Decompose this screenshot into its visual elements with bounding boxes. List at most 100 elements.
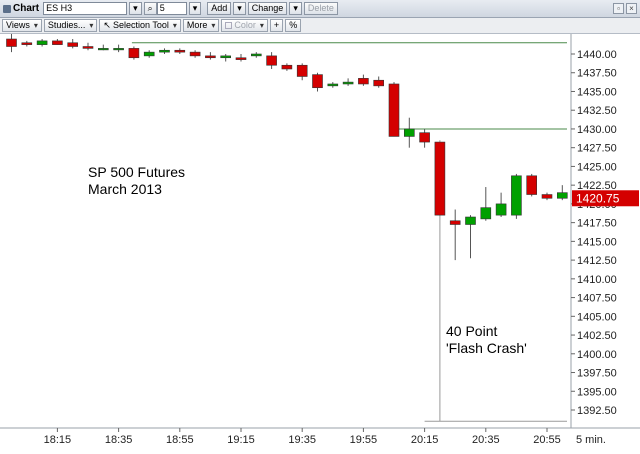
candle (174, 48, 186, 54)
add-button[interactable]: Add (207, 2, 232, 15)
chart-background (0, 34, 640, 454)
price-tick-label: 1397.50 (577, 368, 617, 380)
symbol-input[interactable]: ES H3 (43, 2, 128, 15)
candle-body-down (21, 42, 33, 45)
change-dropdown-button[interactable]: ▾ (289, 2, 302, 15)
candle-body-down (541, 194, 553, 199)
price-tick-label: 1415.00 (577, 236, 617, 248)
pointer-icon: ↖ (103, 20, 111, 30)
candle-body-down (281, 64, 293, 70)
delete-button-label: Delete (307, 3, 334, 13)
candle (342, 78, 354, 86)
candle (434, 140, 446, 422)
chevron-down-icon: ▾ (237, 3, 242, 13)
close-icon[interactable]: × (626, 3, 637, 14)
crosshair-icon: + (273, 20, 280, 30)
candle (358, 74, 369, 86)
candle (327, 82, 339, 88)
candle (556, 185, 568, 201)
price-tick-label: 1412.50 (577, 255, 617, 267)
chevron-down-icon: ▾ (293, 3, 298, 13)
candle (312, 72, 323, 92)
price-tick-label: 1410.00 (577, 274, 617, 286)
time-tick-label: 20:55 (533, 434, 561, 446)
interval-search-button[interactable]: ⌕ (143, 2, 157, 15)
time-tick-label: 18:35 (105, 434, 133, 446)
candle (6, 34, 17, 53)
candle-body-down (205, 55, 216, 59)
candle (296, 63, 308, 81)
symbol-dropdown-button[interactable]: ▾ (129, 2, 142, 15)
time-tick-label: 19:55 (350, 434, 378, 446)
chart-toolbar: Views Studies... ↖Selection Tool More Co… (0, 18, 640, 34)
price-tick-label: 1430.00 (577, 124, 617, 136)
chart-window-icon (3, 4, 11, 13)
candle (251, 52, 262, 58)
last-price-box (572, 190, 639, 207)
candle-body-down (419, 132, 430, 143)
candle-body-down (373, 79, 385, 87)
time-axis[interactable]: 18:15 18:35 18:55 19:15 19:35 19:55 20:15 20:35… (44, 428, 606, 446)
price-tick-label: 1432.50 (577, 105, 617, 117)
interval-dropdown-button[interactable]: ▾ (188, 2, 202, 15)
percent-icon: % (289, 20, 298, 30)
change-button[interactable]: Change (247, 2, 288, 15)
candle-body-up (159, 49, 170, 53)
candle (113, 44, 124, 53)
interval-input[interactable]: 5 (156, 2, 187, 15)
selection-tool-label: Selection Tool (112, 20, 169, 30)
candle-body-up (113, 48, 124, 51)
candle-body-down (526, 175, 538, 195)
price-tick-label: 1395.00 (577, 386, 617, 398)
selection-tool-button[interactable]: ↖ Selection Tool (99, 19, 181, 32)
plot-lines (0, 34, 640, 429)
candlestick-chart[interactable]: 1392.50 1395.00 1397.50 1400.00 1402.50 1405.… (0, 34, 640, 454)
color-button[interactable]: Color (221, 19, 268, 32)
candle-body-up (98, 48, 109, 51)
candle-body-down (266, 55, 277, 66)
studies-label: Studies... (47, 20, 86, 30)
candle-body-up (342, 81, 354, 85)
candle (266, 52, 277, 69)
add-button-label: Add (211, 3, 228, 13)
candle-body-down (6, 38, 17, 47)
more-button[interactable]: More (182, 19, 220, 32)
candle (419, 128, 430, 148)
candle-body-up (465, 216, 476, 225)
candle (511, 173, 522, 219)
price-tick-label: 1405.00 (577, 311, 617, 323)
price-tick-label: 1417.50 (577, 218, 617, 230)
studies-button[interactable]: Studies... (43, 19, 98, 32)
candle-body-up (220, 55, 231, 59)
crosshair-button[interactable]: + (269, 19, 284, 32)
candle (373, 76, 385, 88)
add-dropdown-button[interactable]: ▾ (233, 2, 246, 15)
candle-body-down (82, 46, 94, 49)
price-axis[interactable]: 1392.50 1395.00 1397.50 1400.00 1402.50 1405.… (571, 49, 617, 417)
delete-button[interactable]: Delete (303, 2, 338, 15)
views-button[interactable]: Views (2, 19, 42, 32)
candle-body-down (52, 40, 63, 45)
candle (480, 187, 492, 221)
candle (220, 54, 231, 62)
price-tick-label: 1435.00 (577, 86, 617, 98)
candle-body-down (312, 74, 323, 89)
price-tick-label: 1425.00 (577, 161, 617, 173)
candle-body-up (511, 175, 522, 216)
price-tick-label: 1427.50 (577, 143, 617, 155)
candle (67, 39, 78, 49)
restore-icon[interactable]: ▫ (613, 3, 624, 14)
candle-body-down (296, 64, 308, 77)
candle-body-up (143, 51, 155, 57)
candle (128, 46, 140, 60)
candles (6, 34, 583, 422)
percent-button[interactable]: % (285, 19, 302, 32)
candle (143, 50, 155, 58)
annotation-text: SP 500 Futures (88, 164, 185, 180)
price-tick-label: 1437.50 (577, 68, 617, 80)
annotation-text: 40 Point (446, 323, 497, 339)
candle (495, 192, 507, 218)
time-tick-label: 19:15 (227, 434, 255, 446)
price-tick-label: 1402.50 (577, 330, 617, 342)
